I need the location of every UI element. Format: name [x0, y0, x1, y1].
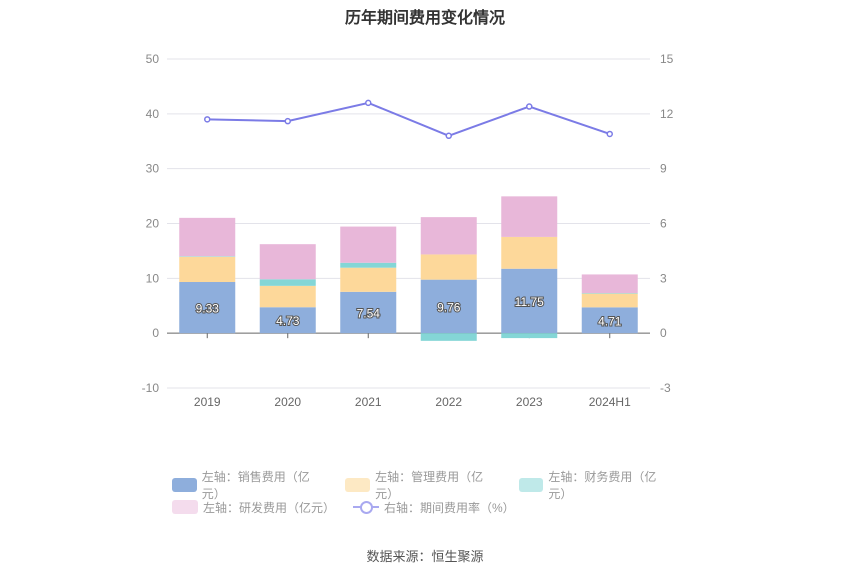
- left-axis-tick: 30: [146, 162, 160, 176]
- bar-rnd: [340, 226, 397, 263]
- bar-sales-data-label: 7.54: [357, 306, 381, 320]
- expense-rate-point: [284, 117, 291, 125]
- bar-rnd: [501, 196, 558, 237]
- x-axis-tick-label: 2022: [435, 395, 462, 409]
- expense-rate-point: [365, 99, 372, 107]
- bar-admin: [340, 267, 397, 292]
- expense-rate-point: [445, 132, 452, 140]
- legend-item-expense-rate[interactable]: 右轴：期间费用率（%）: [353, 499, 515, 516]
- legend-item-admin[interactable]: 左轴：管理费用（亿元）: [345, 468, 500, 502]
- bar-admin: [259, 285, 316, 308]
- legend: 左轴：销售费用（亿元） 左轴：管理费用（亿元） 左轴：财务费用（亿元） 左轴：研…: [172, 470, 692, 518]
- bar-rnd: [179, 217, 236, 257]
- chart-area: -10 0 10 20 30 40 50 -3 0 3 6 9 12 15 2019 2020 2021 2022…: [142, 52, 674, 409]
- right-axis-tick: -3: [660, 381, 671, 395]
- right-axis-tick: 3: [660, 271, 667, 285]
- legend-label-finance: 左轴：财务费用（亿元）: [548, 470, 657, 501]
- bar-sales: [259, 307, 316, 334]
- legend-line-swatch-rate: [353, 500, 380, 514]
- bar-sales-data-label: 4.73: [276, 314, 300, 328]
- left-axis-tick: 50: [146, 52, 160, 66]
- bar-sales-data-label: 11.75: [515, 295, 544, 309]
- right-axis-tick: 0: [660, 326, 667, 340]
- left-axis-tick: 20: [146, 217, 160, 231]
- bar-finance: [581, 293, 638, 294]
- left-axis-tick: 0: [152, 326, 159, 340]
- data-source: 数据来源：恒生聚源: [366, 549, 484, 564]
- bar-rnd: [581, 274, 638, 294]
- legend-label-sales: 左轴：销售费用（亿元）: [201, 470, 310, 501]
- chart-title: 历年期间费用变化情况: [344, 10, 505, 27]
- right-axis-tick: 15: [660, 52, 674, 66]
- right-axis-tick: 6: [660, 217, 667, 231]
- x-axis-tick-label: 2020: [274, 395, 301, 409]
- x-axis-tick-label: 2024H1: [589, 395, 631, 409]
- legend-label-admin: 左轴：管理费用（亿元）: [375, 470, 484, 501]
- bar-sales-data-label: 9.76: [437, 300, 461, 314]
- bar-finance: [501, 333, 558, 339]
- bar-finance: [179, 256, 236, 257]
- bar-sales: [179, 282, 236, 334]
- x-axis-tick-label: 2019: [194, 395, 221, 409]
- legend-swatch-sales: [172, 478, 197, 492]
- legend-label-expense-rate: 右轴：期间费用率（%）: [384, 500, 515, 515]
- bar-rnd: [259, 244, 316, 280]
- left-axis-tick: 10: [146, 271, 160, 285]
- bar-admin: [179, 256, 236, 283]
- bar-sales: [581, 307, 638, 334]
- x-axis-tick-label: 2023: [516, 395, 543, 409]
- expense-rate-line: [207, 101, 611, 137]
- bar-sales: [420, 279, 477, 334]
- legend-swatch-admin: [345, 478, 371, 492]
- expense-rate-point: [606, 130, 613, 138]
- expense-rate-point: [204, 116, 211, 123]
- legend-label-rnd: 左轴：研发费用（亿元）: [203, 500, 336, 515]
- bar-sales: [340, 291, 397, 334]
- left-axis-tick: 40: [146, 107, 160, 121]
- bar-finance: [340, 262, 397, 268]
- bar-sales: [501, 268, 558, 334]
- left-axis-tick: -10: [142, 381, 160, 395]
- legend-item-rnd[interactable]: 左轴：研发费用（亿元）: [172, 499, 335, 516]
- x-axis-tick-label: 2021: [355, 395, 382, 409]
- bar-rnd: [420, 217, 477, 255]
- right-axis-tick: 12: [660, 107, 674, 121]
- bar-admin: [420, 254, 477, 280]
- bar-finance: [259, 279, 316, 286]
- bar-finance: [420, 333, 477, 341]
- bar-sales-data-label: 4.71: [598, 314, 622, 328]
- expense-rate-point: [526, 103, 533, 110]
- legend-item-finance[interactable]: 左轴：财务费用（亿元）: [518, 468, 674, 502]
- bar-sales-data-label: 9.33: [196, 302, 220, 316]
- legend-swatch-rnd: [172, 500, 198, 514]
- bar-admin: [581, 293, 638, 308]
- bar-admin: [501, 236, 558, 269]
- right-axis-tick: 9: [660, 162, 667, 176]
- legend-item-sales[interactable]: 左轴：销售费用（亿元）: [172, 468, 327, 502]
- legend-swatch-finance: [518, 478, 544, 492]
